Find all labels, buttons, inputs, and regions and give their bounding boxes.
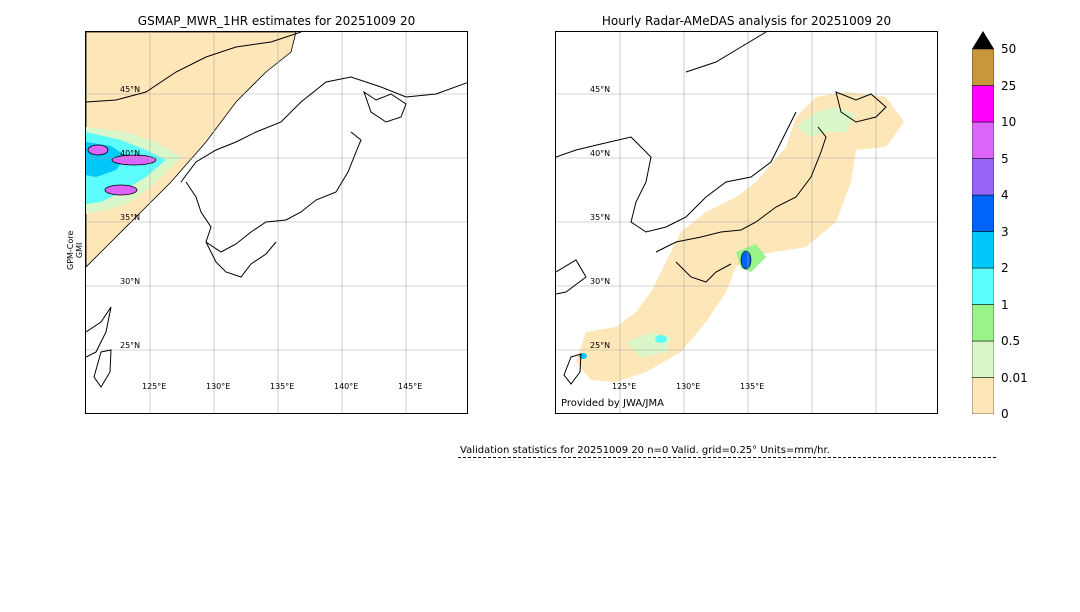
lat-label: 25°N	[590, 341, 610, 350]
colorbar-segment	[971, 304, 995, 342]
lon-label: 130°E	[206, 382, 230, 391]
coastline	[86, 32, 467, 388]
colorbar-tick-label: 10	[1001, 115, 1017, 129]
colorbar-tick-label: 3	[1001, 224, 1009, 239]
right-map: 45°N 40°N 35°N 30°N 25°N 125°E 130°E 135…	[555, 31, 938, 414]
lat-label: 35°N	[120, 213, 140, 222]
colorbar-scale	[971, 31, 995, 415]
graticule	[556, 32, 937, 413]
lon-label: 145°E	[398, 382, 422, 391]
lat-label: 30°N	[120, 277, 140, 286]
colorbar-tick-label: 4	[1001, 188, 1009, 202]
satellite-sensor-label: GPM-Core GMI	[66, 230, 84, 270]
rain-cell	[104, 184, 138, 196]
colorbar-segment	[971, 158, 995, 196]
colorbar-segment	[971, 340, 995, 378]
rain-cell	[111, 154, 157, 166]
lon-labels: 125°E 130°E 135°E	[612, 382, 764, 391]
coastline	[556, 32, 887, 385]
colorbar-tick-label: 0.01	[1001, 370, 1028, 385]
left-map-title: GSMAP_MWR_1HR estimates for 20251009 20	[137, 14, 416, 28]
colorbar	[971, 31, 995, 415]
radar-light-rain	[796, 107, 856, 137]
graticule	[86, 32, 467, 413]
right-map-title: Hourly Radar-AMeDAS analysis for 2025100…	[601, 14, 892, 28]
lon-label: 125°E	[612, 382, 636, 391]
data-credit: Provided by JWA/JMA	[561, 398, 664, 409]
lon-label: 125°E	[142, 382, 166, 391]
swath-rain-area	[86, 32, 297, 268]
colorbar-tick-label: 25	[1001, 78, 1017, 93]
radar-rain-cell	[655, 335, 667, 343]
lon-labels: 125°E 130°E 135°E 140°E 145°E	[142, 382, 422, 391]
lat-label: 40°N	[590, 149, 610, 158]
left-map: 45°N 40°N 35°N 30°N 25°N 125°E 130°E 135…	[85, 31, 468, 414]
colorbar-segment	[971, 267, 995, 305]
lon-label: 140°E	[334, 382, 358, 391]
colorbar-segment	[971, 377, 995, 415]
colorbar-segment	[971, 85, 995, 123]
radar-coverage-area	[576, 92, 904, 382]
colorbar-tick-label: 0.5	[1001, 334, 1021, 348]
radar-rain-cell	[740, 250, 752, 270]
colorbar-tick-label: 0	[1001, 407, 1009, 421]
rain-cell	[87, 144, 109, 156]
colorbar-segment	[971, 194, 995, 232]
lat-labels: 45°N 40°N 35°N 30°N 25°N	[590, 85, 610, 350]
colorbar-segment	[971, 231, 995, 269]
lon-label: 135°E	[270, 382, 294, 391]
lat-label: 30°N	[590, 277, 610, 286]
lat-label: 40°N	[120, 149, 140, 158]
colorbar-tick-label: 50	[1001, 42, 1017, 56]
colorbar-tick-label: 1	[1001, 297, 1009, 312]
lon-label: 135°E	[740, 382, 764, 391]
colorbar-segment	[971, 121, 995, 159]
lon-label: 130°E	[676, 382, 700, 391]
colorbar-tick-label: 5	[1001, 151, 1009, 166]
left-map-canvas: 45°N 40°N 35°N 30°N 25°N 125°E 130°E 135…	[86, 32, 467, 413]
validation-statistics: Validation statistics for 20251009 20 n=…	[460, 445, 830, 456]
lat-label: 45°N	[120, 85, 140, 94]
right-map-canvas: 45°N 40°N 35°N 30°N 25°N 125°E 130°E 135…	[556, 32, 937, 413]
lat-label: 25°N	[120, 341, 140, 350]
colorbar-overflow-triangle	[972, 31, 994, 49]
colorbar-segment	[971, 48, 995, 86]
lat-label: 45°N	[590, 85, 610, 94]
lat-labels: 45°N 40°N 35°N 30°N 25°N	[120, 85, 140, 350]
colorbar-tick-label: 2	[1001, 261, 1009, 275]
lat-label: 35°N	[590, 213, 610, 222]
validation-divider	[458, 457, 996, 458]
